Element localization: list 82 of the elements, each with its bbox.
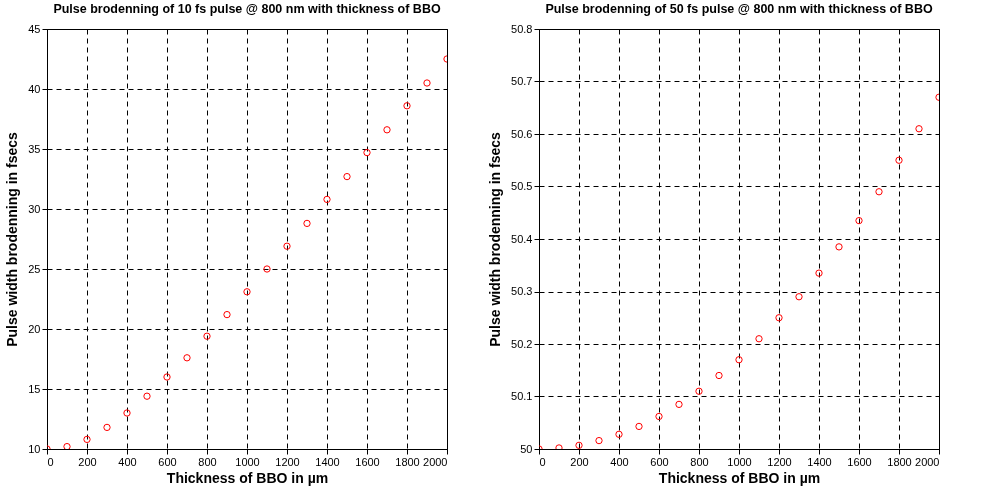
point [775,314,783,322]
x-tick-label: 1200 [275,455,300,468]
point [835,243,843,251]
point [223,310,231,319]
point [83,435,91,444]
point [895,156,903,164]
y-tick-label: 45 [28,22,41,35]
y-tick-label: 50.6 [511,127,533,140]
point [263,265,271,273]
chart-title: Pulse brodenning of 50 fs pulse @ 800 nm with thickness of BBO [545,1,933,16]
x-tick-label: 400 [610,455,629,468]
x-tick-label: 0 [539,455,546,468]
x-tick-label: 600 [650,455,669,468]
x-tick-label: 1600 [355,455,380,468]
point [383,126,391,134]
y-tick-label: 50.2 [511,337,533,350]
point [695,387,703,395]
x-tick-label: 0 [47,455,54,468]
point [403,102,411,110]
point [595,436,603,445]
y-axis-title: Pulse width brodenning in fsecs [487,131,504,347]
x-tick-label: 1000 [727,455,752,468]
y-tick-label: 50.5 [511,180,533,192]
y-tick-label: 25 [28,262,41,275]
y-tick-label: 10 [28,442,41,455]
point [143,392,151,400]
point [735,356,743,364]
x-tick-label: 600 [158,455,177,468]
point [575,441,583,449]
y-tick-label: 30 [28,202,41,215]
y-tick-label: 35 [28,142,41,155]
point [363,148,371,157]
point [655,412,663,421]
chart-title: Pulse brodenning of 10 fs pulse @ 800 nm with thickness of BBO [53,1,441,16]
point [303,219,311,228]
y-tick-label: 50.7 [511,75,533,87]
y-tick-label: 50.8 [511,22,533,35]
y-tick-label: 50.1 [511,390,533,402]
x-tick-label: 2000 [915,455,940,468]
y-tick-label: 50.4 [511,232,533,245]
point [343,172,351,181]
x-tick-label: 200 [570,455,589,468]
x-tick-label: 1000 [235,455,260,468]
y-tick-label: 15 [28,382,41,395]
point [855,216,863,225]
point [635,422,643,431]
point [63,442,71,449]
x-tick-label: 400 [118,455,137,468]
x-axis-title: Thickness of BBO in µm [658,469,821,486]
point [875,188,883,196]
x-tick-label: 1800 [887,455,912,468]
point [243,288,251,296]
point [163,373,171,381]
y-tick-label: 50.3 [511,285,533,297]
x-tick-label: 1400 [315,455,340,468]
x-tick-label: 1200 [767,455,792,468]
point [815,269,823,277]
point [795,293,803,301]
y-tick-label: 50 [520,442,533,455]
x-tick-label: 800 [198,455,217,468]
point [183,354,191,362]
x-tick-label: 1800 [395,455,420,468]
x-tick-label: 200 [78,455,97,468]
y-tick-label: 20 [28,322,41,335]
point [675,400,683,409]
x-tick-label: 2000 [423,455,448,468]
point [283,242,291,250]
point [103,423,111,432]
point [615,430,623,438]
y-axis-title: Pulse width brodenning in fsecs [4,131,21,347]
y-tick-label: 40 [28,82,41,95]
x-tick-label: 1400 [807,455,832,468]
point [755,335,763,343]
point [323,195,331,204]
x-tick-label: 1600 [847,455,872,468]
point [203,332,211,340]
point [123,409,131,417]
point [715,371,723,380]
x-tick-label: 800 [690,455,709,468]
x-axis-title: Thickness of BBO in µm [166,469,329,486]
point [423,79,431,87]
point [915,125,923,133]
